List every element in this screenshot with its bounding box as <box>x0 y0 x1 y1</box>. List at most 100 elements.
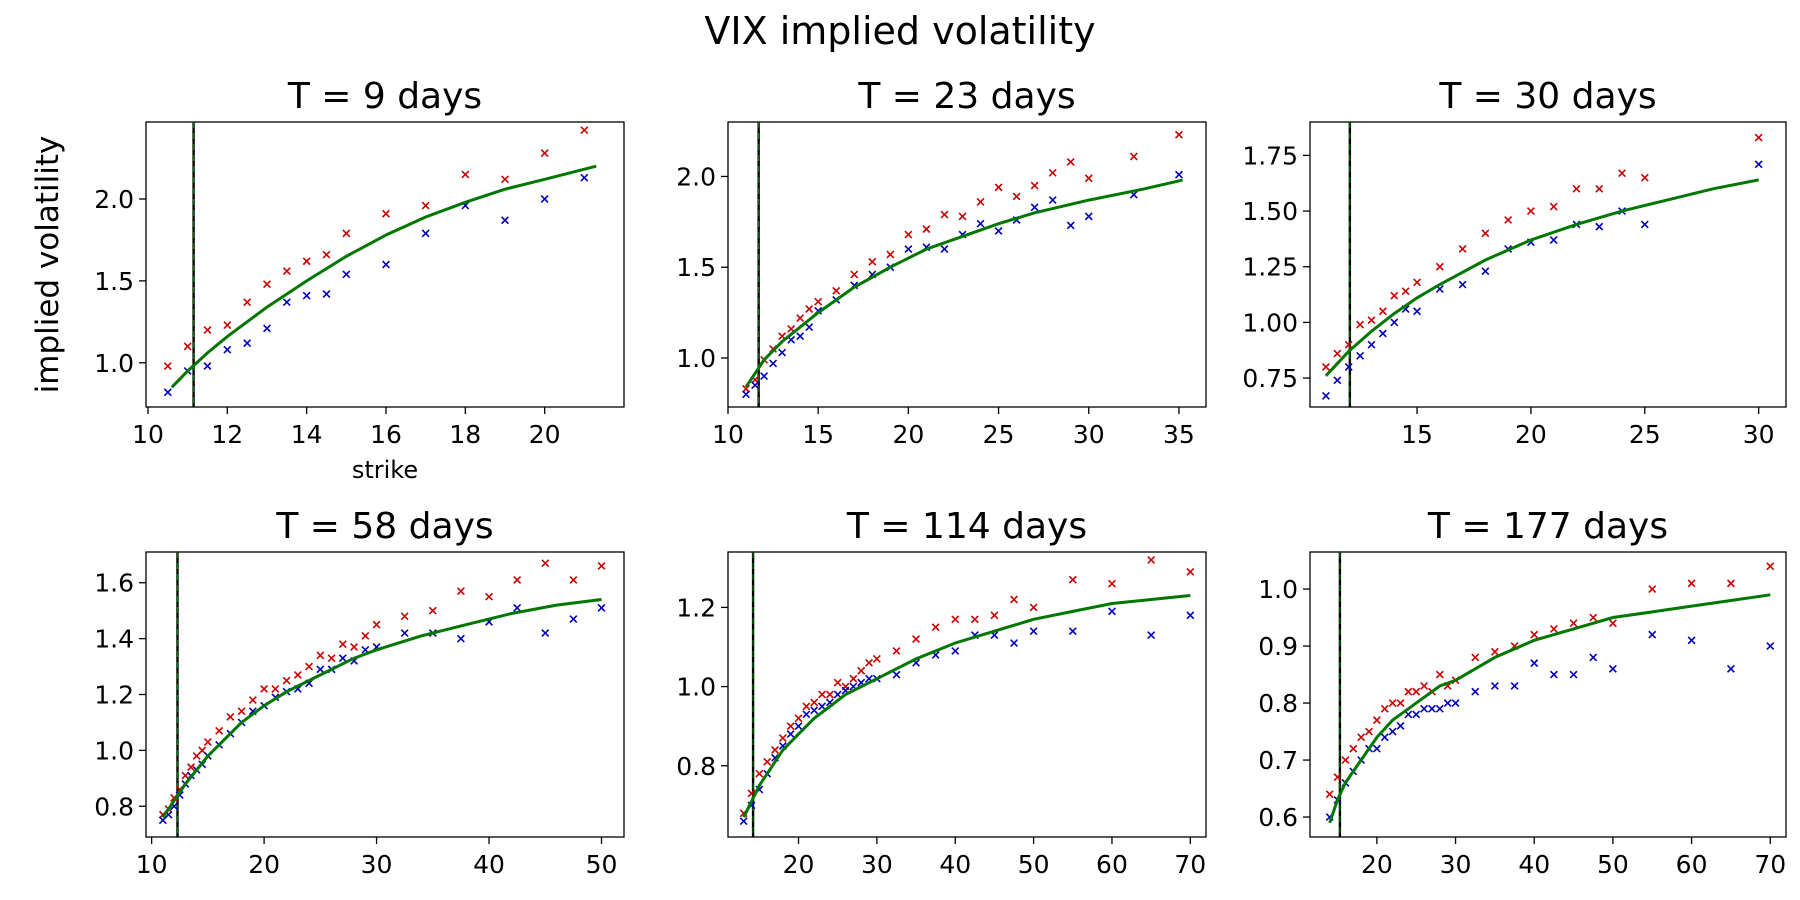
marker-stroke <box>1010 639 1018 648</box>
marker-stroke <box>338 654 347 663</box>
marker-stroke <box>164 810 173 819</box>
bid-point <box>293 670 302 679</box>
bid-point <box>316 651 325 660</box>
marker-stroke <box>1427 704 1436 713</box>
marker-stroke <box>796 314 805 323</box>
bid-point <box>327 654 336 663</box>
y-tick-label: 1.4 <box>94 625 134 654</box>
marker-stroke <box>1458 244 1467 253</box>
x-tick-label: 70 <box>1754 850 1786 879</box>
marker-stroke <box>361 645 370 654</box>
marker-stroke <box>825 698 834 707</box>
marker-stroke <box>1010 595 1018 604</box>
bid-point <box>1618 169 1626 178</box>
panel-6: T = 177 days 20 30 40 50 60 70 0.6 0.7 0.8 0.9 1.0 <box>1258 506 1787 879</box>
marker-stroke <box>1726 579 1735 588</box>
marker-stroke <box>1029 627 1038 636</box>
ask-point <box>1084 212 1093 221</box>
ask-point <box>203 362 212 371</box>
marker-stroke <box>818 690 826 699</box>
ask-point <box>456 634 465 643</box>
y-tick-label: 1.0 <box>94 736 134 765</box>
y-tick-label: 0.75 <box>1242 364 1298 393</box>
marker-stroke <box>1435 704 1444 713</box>
marker-stroke <box>976 197 985 206</box>
ask-point <box>1549 236 1558 244</box>
marker-stroke <box>1349 744 1358 753</box>
x-tick-label: 40 <box>473 850 505 879</box>
bid-point <box>350 643 359 651</box>
ask-point <box>769 359 778 368</box>
bid-point <box>818 690 826 699</box>
marker-stroke <box>1608 619 1617 628</box>
marker-stroke <box>1325 790 1334 799</box>
y-tick-label: 0.6 <box>1258 803 1298 832</box>
marker-stroke <box>1186 567 1195 576</box>
marker-stroke <box>1388 727 1397 736</box>
marker-stroke <box>1572 184 1581 193</box>
axes-frame <box>1309 121 1787 408</box>
marker-stroke <box>778 348 787 357</box>
ask-point <box>1726 664 1735 673</box>
marker-stroke <box>282 298 291 307</box>
bid-point <box>1412 687 1421 696</box>
bid-point <box>1458 244 1467 253</box>
bid-point <box>922 225 931 234</box>
marker-stroke <box>248 696 257 705</box>
bid-point <box>763 757 772 766</box>
bid-point <box>1344 340 1353 349</box>
bid-point <box>868 257 877 266</box>
panel-title: T = 58 days <box>275 506 493 547</box>
axes-frame <box>727 121 1207 408</box>
marker-stroke <box>892 670 901 679</box>
panels: T = 9 days 10 12 14 16 18 20 1.0 1.5 2.0 strike imp… <box>30 76 1787 879</box>
x-tick-label: 60 <box>1676 850 1708 879</box>
marker-stroke <box>1066 157 1075 166</box>
marker-stroke <box>1367 316 1376 325</box>
y-tick-label: 1.2 <box>676 593 716 622</box>
bid-point <box>951 615 960 624</box>
marker-stroke <box>1458 280 1467 289</box>
marker-stroke <box>1404 710 1413 719</box>
marker-stroke <box>940 245 949 254</box>
marker-stroke <box>1754 160 1763 169</box>
marker-stroke <box>1367 340 1376 349</box>
bid-point <box>342 229 351 238</box>
marker-stroke <box>958 212 967 221</box>
marker-stroke <box>1372 716 1381 725</box>
x-tick-label: 20 <box>892 420 924 449</box>
marker-stroke <box>818 702 826 711</box>
marker-stroke <box>1443 699 1452 708</box>
marker-stroke <box>223 345 232 354</box>
bid-point <box>1766 562 1775 571</box>
bid-point <box>904 230 913 239</box>
marker-stroke <box>857 666 866 675</box>
ask-point <box>1147 631 1156 640</box>
ask-point <box>1372 744 1381 753</box>
marker-stroke <box>787 324 796 333</box>
bid-point <box>810 698 819 707</box>
x-tick-label: 18 <box>449 420 481 449</box>
ask-point <box>1458 280 1467 289</box>
ask-point <box>382 260 390 269</box>
marker-stroke <box>327 654 336 663</box>
marker-stroke <box>580 126 589 135</box>
marker-stroke <box>541 629 550 637</box>
marker-stroke <box>796 332 805 341</box>
bid-point <box>226 712 235 721</box>
bid-point <box>814 297 823 306</box>
marker-stroke <box>248 707 257 716</box>
marker-stroke <box>372 620 381 629</box>
ask-point <box>805 323 814 332</box>
ask-point <box>263 324 271 333</box>
bid-point <box>1012 192 1021 201</box>
ask-point <box>540 195 549 203</box>
bid-point <box>361 631 370 640</box>
marker-stroke <box>203 326 212 334</box>
marker-stroke <box>400 612 409 621</box>
y-tick-label: 1.5 <box>676 253 716 282</box>
marker-stroke <box>865 658 874 667</box>
marker-stroke <box>282 267 291 276</box>
bid-point <box>263 280 271 289</box>
